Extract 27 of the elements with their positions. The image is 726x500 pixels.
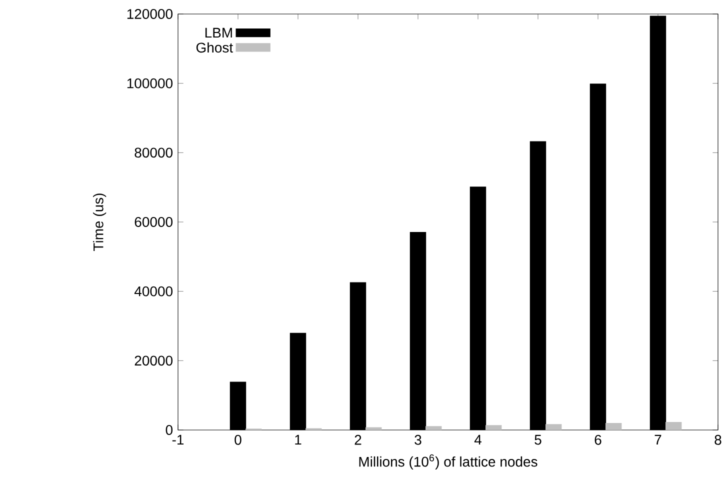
y-tick-label: 0 bbox=[166, 425, 173, 435]
y-tick-label: 120000 bbox=[127, 9, 173, 19]
x-tick-label: 2 bbox=[354, 434, 362, 445]
y-tick-label: 80000 bbox=[134, 148, 173, 158]
y-tick-label: 20000 bbox=[134, 356, 173, 366]
legend-label: LBM bbox=[205, 28, 232, 38]
x-axis-title: Millions (10$^{6}$) of lattice nodes bbox=[359, 454, 538, 470]
y-tick-label: 60000 bbox=[134, 217, 173, 227]
x-tick-label: 7 bbox=[654, 434, 662, 445]
y-tick-label: 40000 bbox=[134, 286, 173, 296]
bar bbox=[425, 426, 442, 430]
x-tick-label: 8 bbox=[714, 434, 722, 445]
bar bbox=[485, 425, 502, 430]
x-tick-label: 6 bbox=[594, 434, 602, 445]
x-tick-label: 1 bbox=[295, 434, 302, 445]
x-tick-label: 0 bbox=[234, 434, 242, 445]
x-tick-label: 5 bbox=[534, 434, 542, 445]
x-tick-label: 3 bbox=[414, 434, 422, 445]
bar bbox=[605, 423, 622, 430]
bar bbox=[665, 422, 682, 430]
x-tick-label: 4 bbox=[474, 434, 482, 445]
x-tick-label: -1 bbox=[172, 434, 184, 445]
bar bbox=[366, 427, 382, 430]
bar bbox=[545, 424, 562, 430]
y-tick-label: 100000 bbox=[127, 78, 173, 88]
y-axis-title: Time (us) bbox=[93, 194, 106, 251]
legend-label: Ghost bbox=[196, 42, 233, 53]
